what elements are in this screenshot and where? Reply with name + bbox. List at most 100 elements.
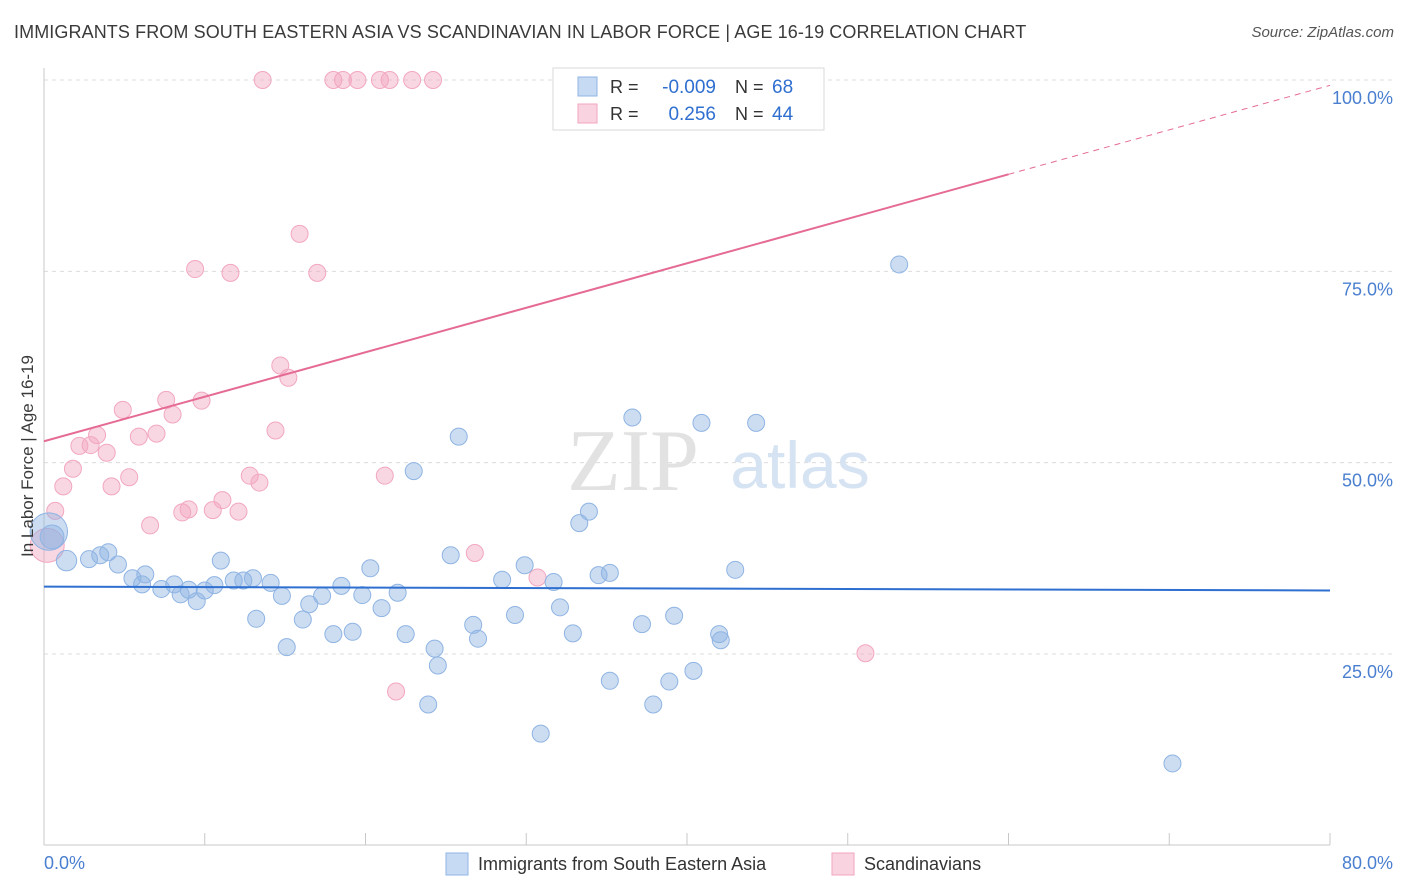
scandinavians-point-21 (213, 491, 232, 510)
legend-swatch-pink (831, 852, 855, 876)
watermark-zip: ZIP (567, 413, 699, 510)
sea-point-32 (361, 559, 380, 578)
stats-n-value-1: 68 (772, 77, 793, 98)
scandinavians-point-10 (120, 468, 139, 487)
sea-point-0 (29, 512, 69, 551)
sea-point-30 (353, 586, 372, 605)
scandinavians-point-31 (308, 263, 327, 282)
stats-r-label-1: R = (610, 77, 639, 97)
sea-point-6 (108, 555, 127, 574)
sea-point-17 (187, 592, 206, 611)
trend-line-scandinavians (43, 173, 1009, 443)
stats-r-label-2: R = (610, 104, 639, 124)
sea-point-59 (660, 672, 679, 691)
sea-point-50 (563, 624, 582, 643)
y-tick-label-25: 25.0% (1342, 662, 1393, 682)
sea-point-40 (449, 427, 468, 446)
scandinavians-point-9 (113, 400, 132, 419)
scandinavians-point-34 (348, 71, 367, 89)
stats-r-value-2: 0.256 (668, 104, 716, 125)
sea-point-13 (171, 585, 190, 604)
source-label: Source: ZipAtlas.com (1251, 24, 1394, 41)
sea-point-18 (224, 571, 243, 590)
scandinavians-point-33 (333, 71, 352, 89)
stats-n-label-1: N = (735, 77, 764, 97)
sea-point-15 (205, 576, 224, 595)
scandinavians-point-36 (375, 466, 394, 485)
scandinavians-point-2 (54, 477, 73, 496)
sea-point-57 (632, 615, 651, 634)
stats-n-value-2: 44 (772, 104, 794, 125)
y-tick-labels: 25.0% 50.0% 75.0% 100.0% (1332, 88, 1393, 682)
sea-point-49 (551, 598, 570, 617)
y-tick-label-50: 50.0% (1342, 471, 1393, 491)
sea-point-52 (579, 502, 598, 521)
scandinavians-point-40 (387, 682, 406, 701)
sea-point-25 (277, 638, 296, 657)
sea-point-45 (505, 605, 524, 624)
chart-title: IMMIGRANTS FROM SOUTH EASTERN ASIA VS SC… (14, 22, 1027, 42)
y-axis-title: In Labor Force | Age 16-19 (18, 355, 37, 557)
sea-point-31 (343, 622, 362, 641)
sea-point-54 (600, 563, 619, 582)
scandinavians-point-27 (266, 421, 285, 440)
gridlines (44, 79, 1392, 655)
sea-point-55 (600, 671, 619, 690)
stats-swatch-pink (577, 103, 598, 124)
sea-point-26 (300, 595, 319, 614)
sea-point-64 (711, 631, 730, 650)
sea-point-2 (55, 549, 78, 572)
stats-n-label-2: N = (735, 104, 764, 124)
sea-point-1 (39, 524, 65, 550)
legend-label-pink: Scandinavians (864, 854, 981, 874)
sea-point-51 (570, 514, 589, 533)
scandinavians-point-17 (179, 500, 198, 519)
trend-line-scandinavians-extrapolated (1008, 84, 1331, 175)
scandinavians-point-41 (465, 543, 484, 562)
sea-point-46 (515, 556, 534, 575)
scandinavians-point-24 (240, 466, 259, 485)
sea-point-5 (80, 550, 99, 569)
legend-item-scandinavians[interactable]: Scandinavians (831, 852, 981, 876)
sea-point-27 (313, 586, 332, 605)
series-scandinavians (29, 71, 875, 701)
sea-point-58 (644, 695, 663, 714)
scandinavians-point-26 (253, 71, 272, 89)
sea-point-29 (332, 576, 351, 595)
scandinavians-point-19 (192, 391, 211, 410)
sea-point-36 (425, 639, 444, 658)
sea-point-28 (324, 625, 343, 644)
sea-point-61 (684, 661, 703, 680)
legend-item-south-eastern-asia[interactable]: Immigrants from South Eastern Asia (445, 852, 767, 876)
y-tick-label-75: 75.0% (1342, 279, 1393, 299)
scandinavians-point-18 (186, 260, 205, 279)
scandinavians-point-11 (129, 427, 148, 446)
sea-point-41 (404, 462, 423, 481)
sea-point-44 (493, 570, 512, 589)
x-ticks (204, 833, 1331, 845)
trend-line-sea (43, 585, 1331, 592)
legend: Immigrants from South Eastern Asia Scand… (445, 852, 981, 876)
sea-point-67 (890, 255, 909, 274)
stats-swatch-blue (577, 76, 598, 97)
y-tick-label-100: 100.0% (1332, 88, 1393, 108)
scandinavians-point-13 (147, 424, 166, 443)
scandinavians-point-32 (324, 71, 343, 89)
x-tick-label-min: 0.0% (44, 853, 85, 873)
scandinavians-point-30 (290, 224, 309, 243)
scandinavians-point-15 (163, 405, 182, 424)
x-tick-label-max: 80.0% (1342, 853, 1393, 873)
legend-swatch-blue (445, 852, 469, 876)
sea-point-62 (692, 413, 711, 432)
sea-point-47 (531, 724, 550, 743)
sea-point-65 (726, 560, 745, 579)
scandinavians-point-3 (63, 459, 82, 478)
scandinavians-point-23 (229, 502, 248, 521)
sea-point-23 (272, 586, 291, 605)
sea-point-39 (441, 546, 460, 565)
sea-point-22 (247, 609, 266, 628)
sea-point-20 (243, 569, 262, 588)
sea-point-4 (99, 543, 118, 562)
scandinavians-point-1 (46, 501, 65, 520)
sea-point-16 (211, 551, 230, 570)
